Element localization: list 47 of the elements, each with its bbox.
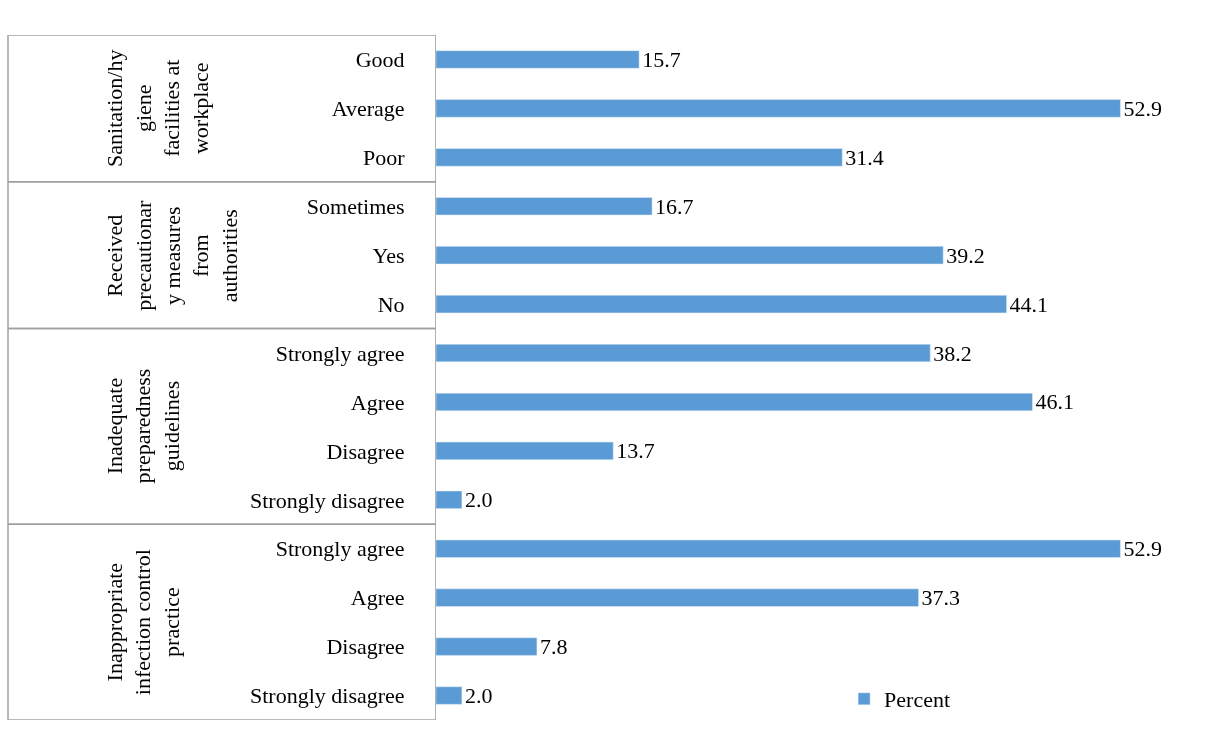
y-tick-label: Strongly disagree [250, 487, 405, 513]
bar [436, 148, 843, 167]
y-tick-label: Yes [372, 242, 405, 268]
y-tick-label: Disagree [326, 634, 405, 660]
y-tick-label: Strongly disagree [250, 683, 405, 709]
data-label: 44.1 [1009, 291, 1049, 317]
y-tick-label: Good [355, 47, 405, 73]
bar [436, 686, 463, 705]
y-tick-label: Sometimes [306, 193, 405, 219]
text: Received precautionary measures from authorities [102, 200, 242, 311]
legend-label: Percent [884, 687, 951, 713]
y-tick-label: Average [331, 96, 405, 122]
bar [436, 295, 1007, 314]
data-label: 52.9 [1123, 95, 1162, 121]
data-label: 2.0 [464, 487, 493, 513]
bar [436, 637, 538, 656]
text: Inadequate preparedness guidelines [101, 368, 184, 484]
y-tick-label: No [377, 291, 405, 317]
data-label: 31.4 [845, 144, 884, 170]
text: Sanitation/hygiene facilities at workplace [102, 49, 213, 167]
y-tick-label: Agree [350, 585, 405, 611]
y-tick-label: Agree [350, 389, 405, 415]
y-tick-label: Strongly agree [275, 536, 405, 562]
bar [436, 99, 1121, 118]
data-label: 39.2 [946, 242, 985, 268]
bar [436, 343, 931, 363]
bar [436, 539, 1121, 558]
data-label: 46.1 [1035, 389, 1074, 415]
bar [436, 588, 919, 607]
y-tick-label: Strongly agree [275, 340, 405, 366]
data-label: 7.8 [539, 634, 568, 660]
bar [436, 392, 1033, 412]
data-label: 16.7 [655, 193, 694, 219]
data-label: 2.0 [464, 683, 493, 709]
y-tick-label: Poor [363, 145, 406, 171]
data-label: 13.7 [616, 438, 655, 464]
bar [436, 441, 614, 460]
data-label: 15.7 [642, 46, 681, 72]
bar [436, 490, 463, 509]
data-label: 37.3 [921, 585, 961, 611]
data-label: 52.9 [1123, 536, 1162, 562]
y-tick-label: Disagree [326, 438, 405, 464]
text: Inappropriate infection control practice [101, 549, 185, 696]
data-label: 38.2 [933, 340, 972, 366]
bar [436, 246, 944, 265]
bar [436, 197, 653, 216]
bar [436, 50, 640, 69]
